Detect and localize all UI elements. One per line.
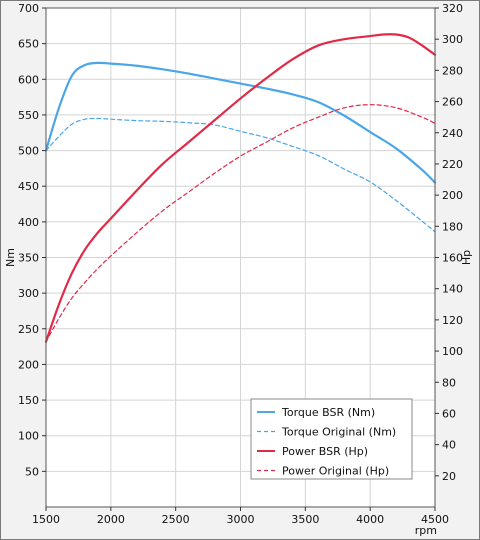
y2-tick-label: 120 [442,314,463,327]
y2-tick-label: 200 [442,189,463,202]
y2-tick-label: 240 [442,127,463,140]
legend: Torque BSR (Nm) Torque Original (Nm) Power… [250,398,413,480]
y-tick-label: 100 [18,430,39,443]
legend-label: Torque Original (Nm) [281,426,396,439]
y-tick-label: 400 [18,216,39,229]
series-torque-original [45,117,436,233]
series-power-original [45,104,436,343]
y-tick-label: 600 [18,73,39,86]
legend-label: Torque BSR (Nm) [281,406,375,419]
y-tick-label: 200 [18,358,39,371]
x-tick-label: 4500 [421,513,449,526]
x-axis-label: rpm [415,524,437,537]
legend-box [250,398,413,480]
y2-tick-label: 60 [442,407,456,420]
y-tick-label: 300 [18,287,39,300]
y2-tick-label: 160 [442,252,463,265]
y2-tick-label: 280 [442,64,463,77]
y-tick-label: 250 [18,323,39,336]
series-power-bsr [44,33,437,343]
y2-tick-label: 180 [442,220,463,233]
y2-tick-label: 220 [442,158,463,171]
y-tick-label: 450 [18,180,39,193]
y-axis-right-label: Hp [460,250,473,265]
y-tick-label: 550 [18,109,39,122]
x-axis-ticks: 1500 2000 2500 3000 3500 4000 4500 [32,507,449,526]
legend-label: Power BSR (Hp) [282,445,368,458]
y2-tick-label: 40 [442,439,456,452]
series-torque-bsr [44,61,437,184]
y-axis-left-label: Nm [4,248,17,267]
y2-tick-label: 260 [442,96,463,109]
x-tick-label: 3000 [227,513,255,526]
x-tick-label: 3500 [291,513,319,526]
y2-tick-label: 140 [442,283,463,296]
x-tick-label: 2500 [162,513,190,526]
series-layer [44,33,437,343]
y2-tick-label: 20 [442,470,456,483]
y2-tick-label: 300 [442,33,463,46]
y-tick-label: 500 [18,145,39,158]
y-axis-right-ticks: 20 40 60 80 100 120 140 160 180 200 220 240 260 280 30… [435,2,463,483]
y2-tick-label: 320 [442,2,463,15]
y-tick-label: 50 [25,465,39,478]
y2-tick-label: 80 [442,376,456,389]
y-tick-label: 150 [18,394,39,407]
y-tick-label: 350 [18,252,39,265]
y-axis-left-ticks: 50 100 150 200 250 300 350 400 450 500 550 600 650 70… [18,2,46,478]
x-tick-label: 2000 [97,513,125,526]
x-tick-label: 1500 [32,513,60,526]
y2-tick-label: 100 [442,345,463,358]
x-tick-label: 4000 [356,513,384,526]
legend-label: Power Original (Hp) [282,465,389,478]
y-tick-label: 700 [18,2,39,15]
y-tick-label: 650 [18,38,39,51]
